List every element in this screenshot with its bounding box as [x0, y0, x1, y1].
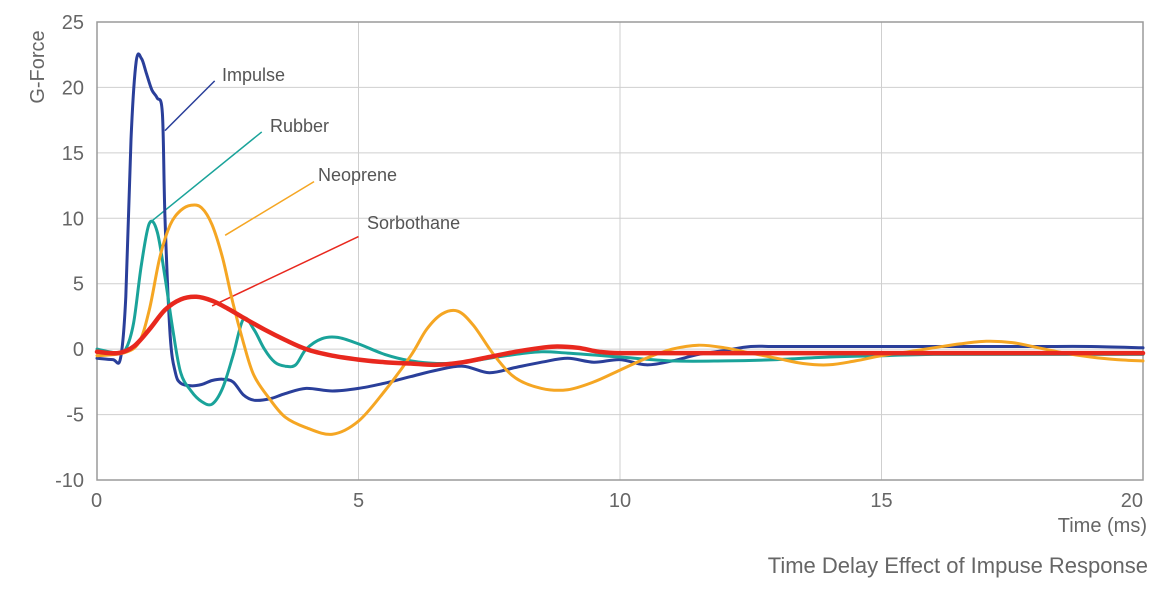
y-axis-ticks: 25 20 15 10 5 0 -5 -10: [55, 12, 84, 492]
x-tick-label: 0: [91, 490, 102, 512]
x-tick-label: 10: [609, 490, 631, 512]
y-tick-label: 25: [62, 12, 84, 34]
y-tick-label: 0: [73, 339, 84, 361]
series-label-neoprene: Neoprene: [318, 165, 397, 185]
x-tick-label: 20: [1121, 490, 1143, 512]
series-labels: Impulse Rubber Neoprene Sorbothane: [222, 65, 460, 233]
y-tick-label: 15: [62, 143, 84, 165]
y-tick-label: 5: [73, 274, 84, 296]
series-label-rubber: Rubber: [270, 116, 329, 136]
grid: [96, 21, 1144, 481]
leader-rubber: [151, 131, 263, 222]
y-tick-label: 10: [62, 208, 84, 230]
y-tick-label: -5: [66, 405, 84, 427]
series-line-rubber: [95, 219, 1145, 407]
y-tick-label: -10: [55, 470, 84, 492]
series-leaders: [151, 80, 359, 307]
series-line-sorbothane: [94, 294, 1146, 368]
x-tick-label: 5: [353, 490, 364, 512]
series-line-impulse: [95, 52, 1145, 402]
chart-caption: Time Delay Effect of Impuse Response: [768, 553, 1148, 578]
series-label-impulse: Impulse: [222, 65, 285, 85]
y-axis-label: G-Force: [27, 30, 49, 103]
x-tick-label: 15: [870, 490, 892, 512]
leader-impulse: [164, 80, 216, 132]
leader-sorbothane: [211, 235, 359, 307]
y-tick-label: 20: [62, 77, 84, 99]
x-axis-ticks: 0 5 10 15 20: [91, 490, 1143, 512]
series-label-sorbothane: Sorbothane: [367, 213, 460, 233]
plot-frame: [96, 21, 1144, 481]
leader-neoprene: [224, 181, 315, 236]
x-axis-label: Time (ms): [1058, 515, 1147, 537]
series-lines: [94, 52, 1146, 436]
